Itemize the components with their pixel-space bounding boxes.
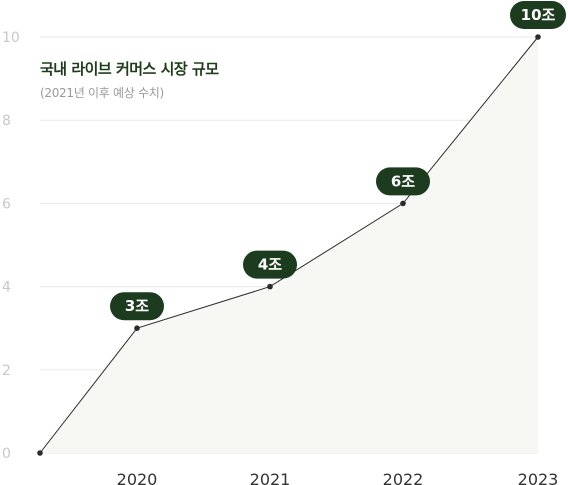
data-point [134, 325, 140, 332]
data-label: 3조 [125, 297, 149, 315]
y-tick-label: 8 [2, 113, 11, 129]
data-label-badge [510, 1, 566, 29]
data-point [535, 34, 541, 40]
data-label: 6조 [391, 172, 415, 190]
area-fill [40, 37, 538, 453]
data-label-badge [376, 167, 430, 196]
area-shape [40, 37, 538, 453]
x-tick-label: 2022 [383, 470, 424, 485]
y-tick-label: 10 [2, 30, 20, 46]
data-point [400, 200, 406, 207]
x-tick-label: 2020 [117, 470, 158, 485]
data-label-badge [243, 250, 297, 279]
data-point [267, 283, 273, 290]
x-tick-label: 2023 [518, 470, 559, 485]
x-tick-label: 2021 [250, 470, 291, 485]
y-tick-label: 4 [2, 280, 11, 296]
data-label: 4조 [258, 256, 282, 274]
data-label: 10조 [521, 6, 556, 24]
data-label-badge [110, 292, 164, 321]
chart-subtitle: (2021년 이후 예상 수치) [40, 86, 164, 100]
y-tick-label: 0 [2, 446, 11, 462]
y-tick-label: 2 [2, 363, 11, 379]
chart-title: 국내 라이브 커머스 시장 규모 [40, 60, 219, 78]
y-axis-ticks: 0 2 4 6 8 10 [2, 30, 20, 462]
data-points [37, 34, 541, 456]
x-axis-ticks: 2020 2021 2022 2023 [117, 470, 559, 485]
data-point [37, 450, 43, 456]
y-tick-label: 6 [2, 196, 11, 212]
data-labels: 3조 4조 6조 10조 [110, 1, 566, 321]
